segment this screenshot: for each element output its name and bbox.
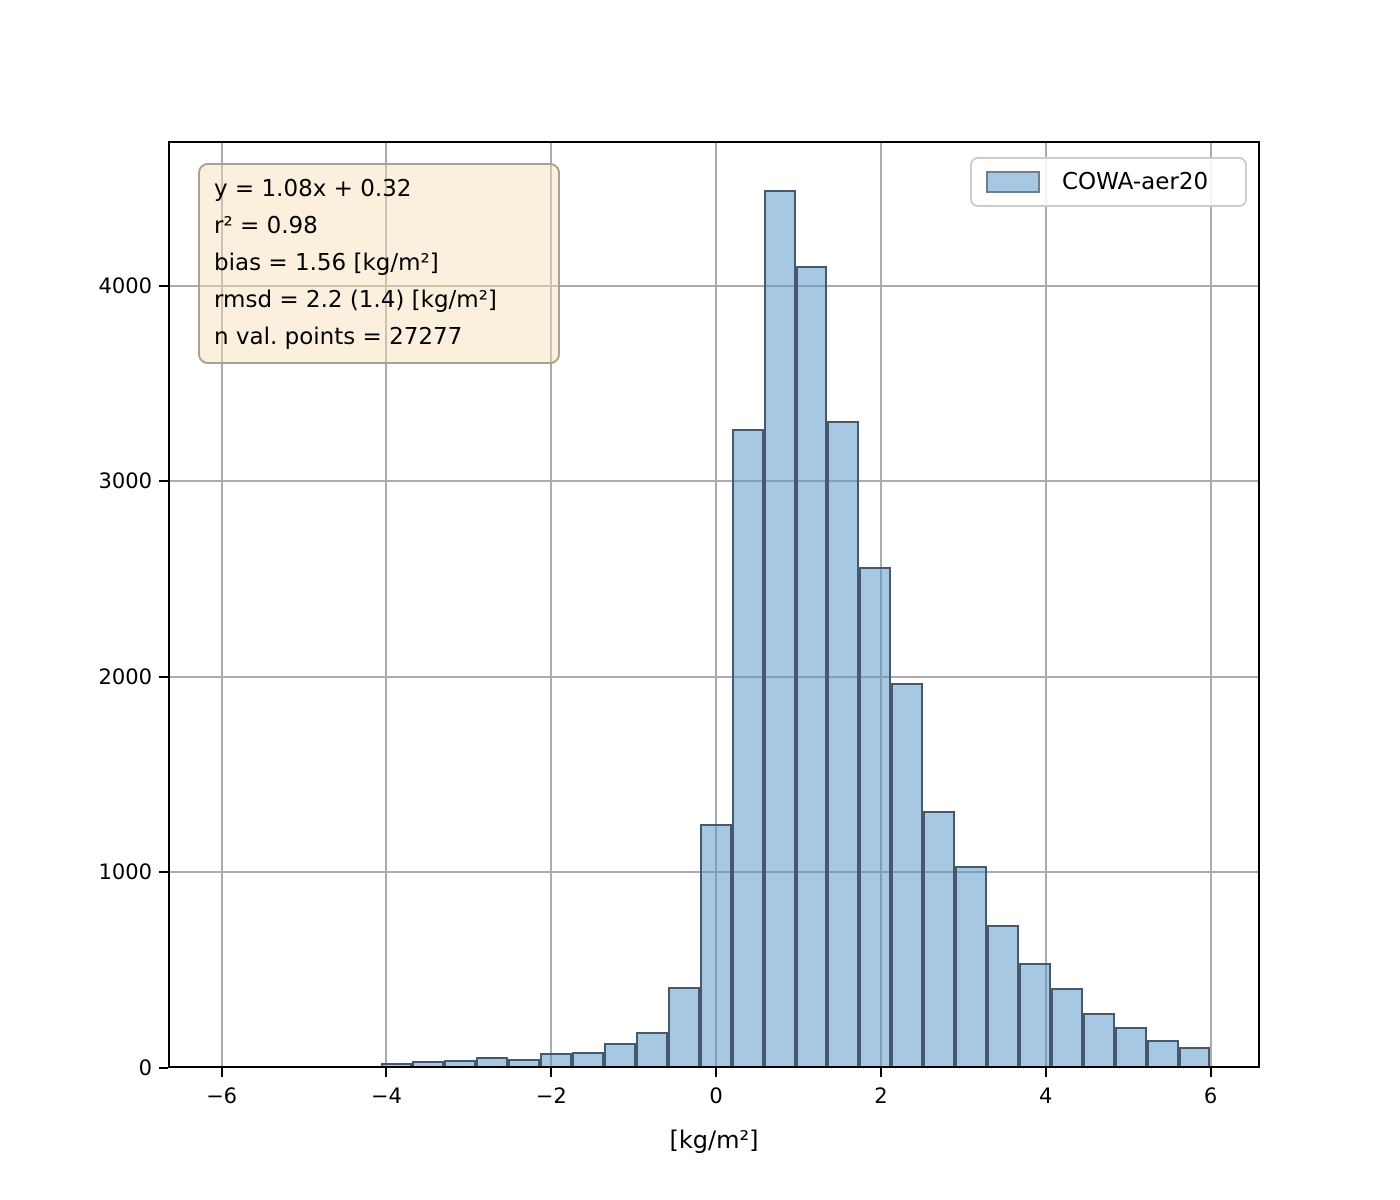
gridline-vertical [220, 141, 223, 1068]
x-tick-label: −4 [370, 1084, 402, 1108]
x-tick-label: −2 [535, 1084, 567, 1108]
x-tick-mark [550, 1068, 553, 1077]
histogram-bar [1146, 1040, 1179, 1068]
x-axis-label: [kg/m²] [669, 1126, 759, 1154]
histogram-bar [923, 811, 956, 1068]
stats-line: rmsd = 2.2 (1.4) [kg/m²] [214, 287, 497, 313]
gridline-vertical [385, 141, 388, 1068]
histogram-bar [444, 1059, 477, 1068]
histogram-bar [1178, 1047, 1211, 1068]
histogram-bar [1018, 963, 1051, 1068]
histogram-bar [891, 682, 924, 1068]
histogram-bar [859, 567, 892, 1068]
histogram-bar [699, 823, 732, 1068]
x-tick-label: −6 [206, 1084, 238, 1108]
x-tick-mark [1044, 1068, 1047, 1077]
histogram-bar [284, 1066, 317, 1068]
histogram-bar [476, 1057, 509, 1068]
gridline-horizontal [168, 284, 1260, 287]
x-tick-label: 6 [1203, 1084, 1218, 1108]
histogram-bar [1050, 988, 1083, 1068]
x-tick-mark [879, 1068, 882, 1077]
x-tick-mark [715, 1068, 718, 1077]
y-tick-mark [159, 480, 168, 483]
stats-line: n val. points = 27277 [214, 324, 463, 350]
histogram-bar [508, 1059, 541, 1068]
gridline-vertical [1209, 141, 1212, 1068]
gridline-vertical [1044, 141, 1047, 1068]
histogram-bar [763, 189, 796, 1068]
histogram-bar [1114, 1027, 1147, 1068]
histogram-bar [252, 1066, 285, 1068]
x-tick-label: 0 [709, 1084, 723, 1108]
histogram-bar [604, 1042, 636, 1068]
histogram-bar [412, 1060, 445, 1068]
histogram-bar [572, 1052, 604, 1068]
stats-line: y = 1.08x + 0.32 [214, 176, 412, 202]
gridline-vertical [715, 141, 718, 1068]
y-tick-label: 1000 [98, 860, 152, 885]
histogram-bar [348, 1065, 381, 1068]
gridline-horizontal [168, 480, 1260, 483]
legend-label: COWA-aer20 [1062, 169, 1209, 195]
histogram-bar [667, 987, 700, 1068]
y-tick-mark [159, 284, 168, 287]
y-tick-mark [159, 1067, 168, 1069]
histogram-bar [987, 925, 1019, 1068]
histogram-bar [827, 420, 860, 1068]
histogram-bar [1082, 1013, 1115, 1068]
histogram-bar [540, 1053, 573, 1068]
plot-area: −6 −4 −2 0 2 4 6 0 1000 2000 3000 4000 y = 1.08x + … [99, 141, 1260, 1108]
y-tick-label: 3000 [98, 469, 152, 494]
y-tick-label: 4000 [98, 273, 152, 298]
histogram-bar [795, 266, 828, 1068]
x-tick-mark [385, 1068, 388, 1077]
y-tick-mark [159, 675, 168, 678]
y-tick-mark [159, 871, 168, 874]
stats-line: bias = 1.56 [kg/m²] [214, 250, 439, 276]
histogram-bar [635, 1032, 668, 1068]
stats-annotation-box: y = 1.08x + 0.32 r² = 0.98 bias = 1.56 [kg… [198, 163, 560, 364]
gridline-horizontal [168, 675, 1260, 678]
y-tick-label: 2000 [98, 664, 152, 689]
x-tick-label: 4 [1039, 1084, 1053, 1108]
gridline-vertical [550, 141, 553, 1068]
x-tick-mark [1209, 1068, 1212, 1077]
histogram-bar [316, 1066, 349, 1068]
x-tick-label: 2 [874, 1084, 888, 1108]
legend-swatch [986, 171, 1040, 193]
histogram-bar [731, 428, 764, 1068]
y-tick-label: 0 [138, 1056, 152, 1080]
stats-line: r² = 0.98 [214, 213, 318, 239]
x-tick-mark [220, 1068, 223, 1077]
legend: COWA-aer20 [970, 157, 1247, 207]
histogram-bar [955, 866, 988, 1068]
